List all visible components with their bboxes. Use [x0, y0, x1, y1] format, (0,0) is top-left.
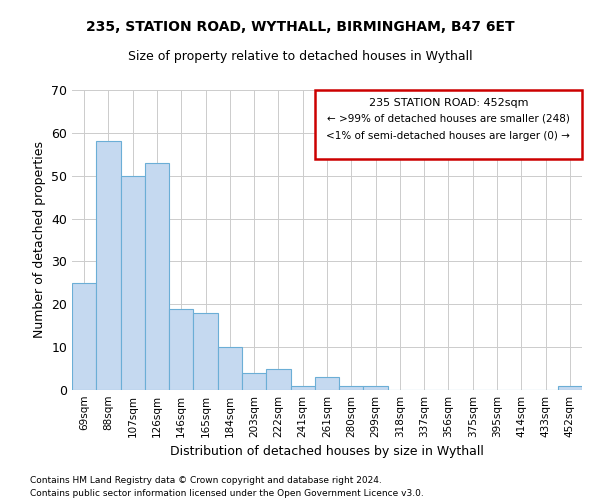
X-axis label: Distribution of detached houses by size in Wythall: Distribution of detached houses by size … [170, 446, 484, 458]
Bar [266, 368, 290, 390]
Bar [290, 386, 315, 390]
Text: Size of property relative to detached houses in Wythall: Size of property relative to detached ho… [128, 50, 472, 63]
Bar [558, 386, 582, 390]
Bar [218, 347, 242, 390]
Bar [96, 142, 121, 390]
Bar [339, 386, 364, 390]
Bar [315, 377, 339, 390]
Text: ← >99% of detached houses are smaller (248): ← >99% of detached houses are smaller (2… [327, 114, 570, 124]
Bar [193, 313, 218, 390]
Bar [364, 386, 388, 390]
Y-axis label: Number of detached properties: Number of detached properties [32, 142, 46, 338]
Text: Contains public sector information licensed under the Open Government Licence v3: Contains public sector information licen… [30, 488, 424, 498]
Text: <1% of semi-detached houses are larger (0) →: <1% of semi-detached houses are larger (… [326, 130, 571, 140]
Bar [169, 308, 193, 390]
Bar [315, 90, 582, 158]
Text: 235 STATION ROAD: 452sqm: 235 STATION ROAD: 452sqm [368, 98, 528, 108]
Bar [121, 176, 145, 390]
Bar [145, 163, 169, 390]
Bar [242, 373, 266, 390]
Bar [72, 283, 96, 390]
Text: Contains HM Land Registry data © Crown copyright and database right 2024.: Contains HM Land Registry data © Crown c… [30, 476, 382, 485]
Text: 235, STATION ROAD, WYTHALL, BIRMINGHAM, B47 6ET: 235, STATION ROAD, WYTHALL, BIRMINGHAM, … [86, 20, 514, 34]
